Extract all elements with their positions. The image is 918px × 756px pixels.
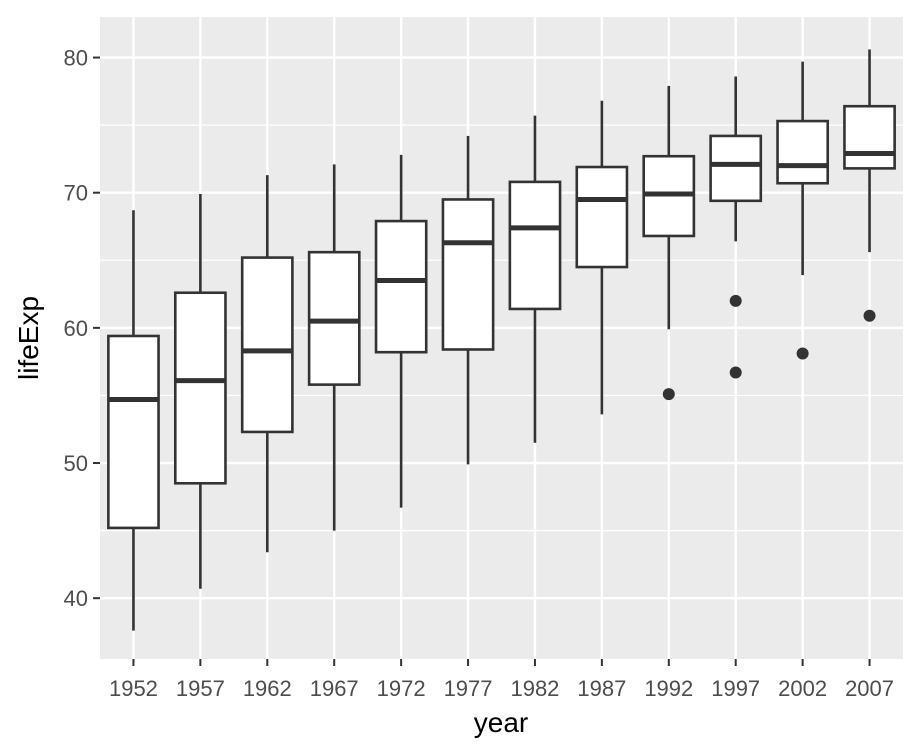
minor-gridlines	[100, 124, 903, 532]
y-axis-title: lifeExp	[13, 296, 44, 380]
x-tick-label: 1977	[444, 676, 493, 701]
boxes-layer	[107, 49, 896, 631]
y-tick-label: 70	[64, 181, 88, 206]
x-tick-label: 1952	[109, 676, 158, 701]
y-tick-label: 60	[64, 316, 88, 341]
box-2007	[843, 49, 896, 322]
x-tick-label: 1982	[510, 676, 559, 701]
box-1952	[107, 210, 160, 631]
box-iqr	[441, 198, 495, 351]
box-iqr	[173, 291, 227, 485]
box-1967	[307, 164, 361, 531]
x-tick-label: 1967	[310, 676, 359, 701]
box-iqr	[843, 104, 896, 170]
box-iqr	[240, 256, 294, 434]
box-iqr	[575, 165, 629, 269]
x-tick-label: 1957	[176, 676, 225, 701]
box-iqr	[107, 334, 160, 530]
box-1972	[374, 154, 428, 508]
box-1962	[240, 175, 294, 553]
y-tick-label: 40	[64, 586, 88, 611]
x-tick-label: 1997	[711, 676, 760, 701]
x-tick-label: 1992	[644, 676, 693, 701]
outlier-point	[662, 388, 675, 401]
x-tick-label: 1987	[577, 676, 626, 701]
plot-panel	[100, 17, 903, 659]
y-tick-label: 80	[64, 46, 88, 71]
x-tick-label: 1972	[377, 676, 426, 701]
outlier-point	[729, 294, 742, 307]
x-tick-label: 1962	[243, 676, 292, 701]
box-1987	[575, 100, 629, 415]
box-iqr	[709, 134, 763, 203]
box-2002	[776, 61, 830, 360]
x-tick-label: 2002	[778, 676, 827, 701]
x-axis-title: year	[474, 707, 528, 738]
outlier-point	[729, 366, 742, 379]
y-axis: 40 50 60 70 80	[64, 46, 100, 611]
x-axis: 1952 1957 1962 1967 1972 1977 1982 1987 1992 1997…	[109, 659, 894, 701]
outlier-point	[796, 347, 809, 360]
box-1992	[642, 85, 696, 401]
box-iqr	[776, 119, 830, 185]
outlier-point	[863, 309, 876, 322]
box-iqr	[374, 219, 428, 354]
box-iqr	[307, 250, 361, 386]
box-1957	[173, 194, 227, 589]
box-1977	[441, 135, 495, 465]
box-1982	[508, 115, 562, 443]
box-iqr	[508, 180, 562, 311]
box-1997	[709, 76, 763, 379]
y-tick-label: 50	[64, 451, 88, 476]
x-tick-label: 2007	[845, 676, 894, 701]
